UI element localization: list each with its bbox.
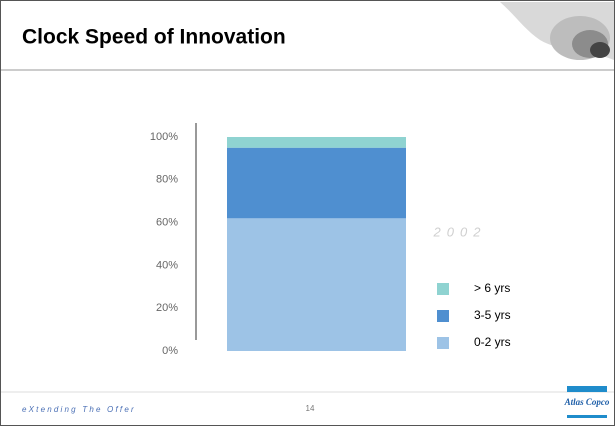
bar-segment — [227, 137, 406, 148]
y-tick-label: 60% — [156, 217, 178, 229]
legend-swatch — [437, 310, 449, 322]
chart-title: Clock Speed of Innovation — [22, 26, 286, 49]
y-tick-label: 40% — [156, 259, 178, 271]
logo-bar — [567, 415, 607, 418]
annotation: 2002 — [433, 224, 487, 239]
bar-segment — [227, 147, 406, 219]
bar-segment — [227, 218, 406, 351]
page-number: 14 — [306, 404, 315, 413]
y-tick-label: 100% — [150, 131, 178, 143]
header-decoration — [500, 2, 614, 60]
logo: Atlas Copco — [564, 397, 610, 407]
legend-swatch — [437, 283, 449, 295]
y-tick-label: 80% — [156, 174, 178, 186]
logo-bar — [567, 386, 607, 392]
footer-tagline: eXtending The Offer — [22, 405, 136, 414]
legend-swatch — [437, 337, 449, 349]
legend-label: > 6 yrs — [474, 281, 510, 295]
y-tick-label: 0% — [162, 345, 178, 357]
legend-label: 0-2 yrs — [474, 335, 511, 349]
legend-label: 3-5 yrs — [474, 308, 511, 322]
y-tick-label: 20% — [156, 302, 178, 314]
